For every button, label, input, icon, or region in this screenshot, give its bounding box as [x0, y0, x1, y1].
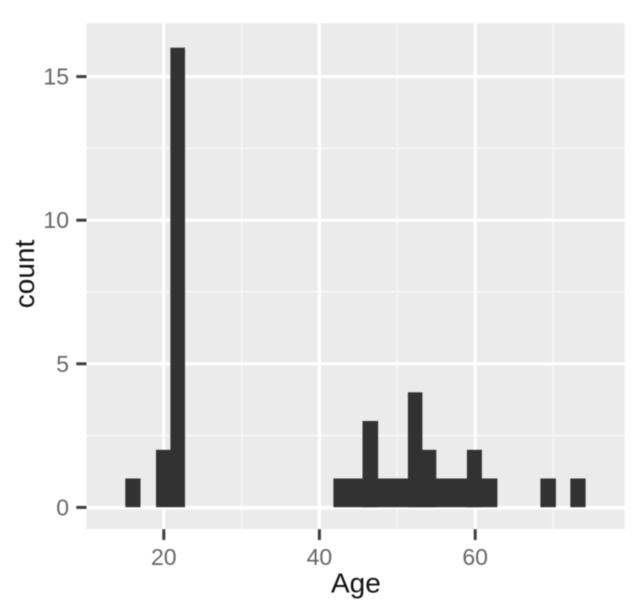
svg-text:15: 15	[43, 64, 69, 90]
svg-text:40: 40	[307, 544, 333, 570]
svg-text:0: 0	[56, 494, 69, 520]
svg-text:Age: Age	[331, 567, 381, 598]
svg-text:60: 60	[462, 544, 488, 570]
svg-text:10: 10	[43, 207, 69, 233]
svg-text:20: 20	[151, 544, 177, 570]
svg-text:5: 5	[56, 351, 69, 377]
svg-text:count: count	[9, 240, 40, 309]
